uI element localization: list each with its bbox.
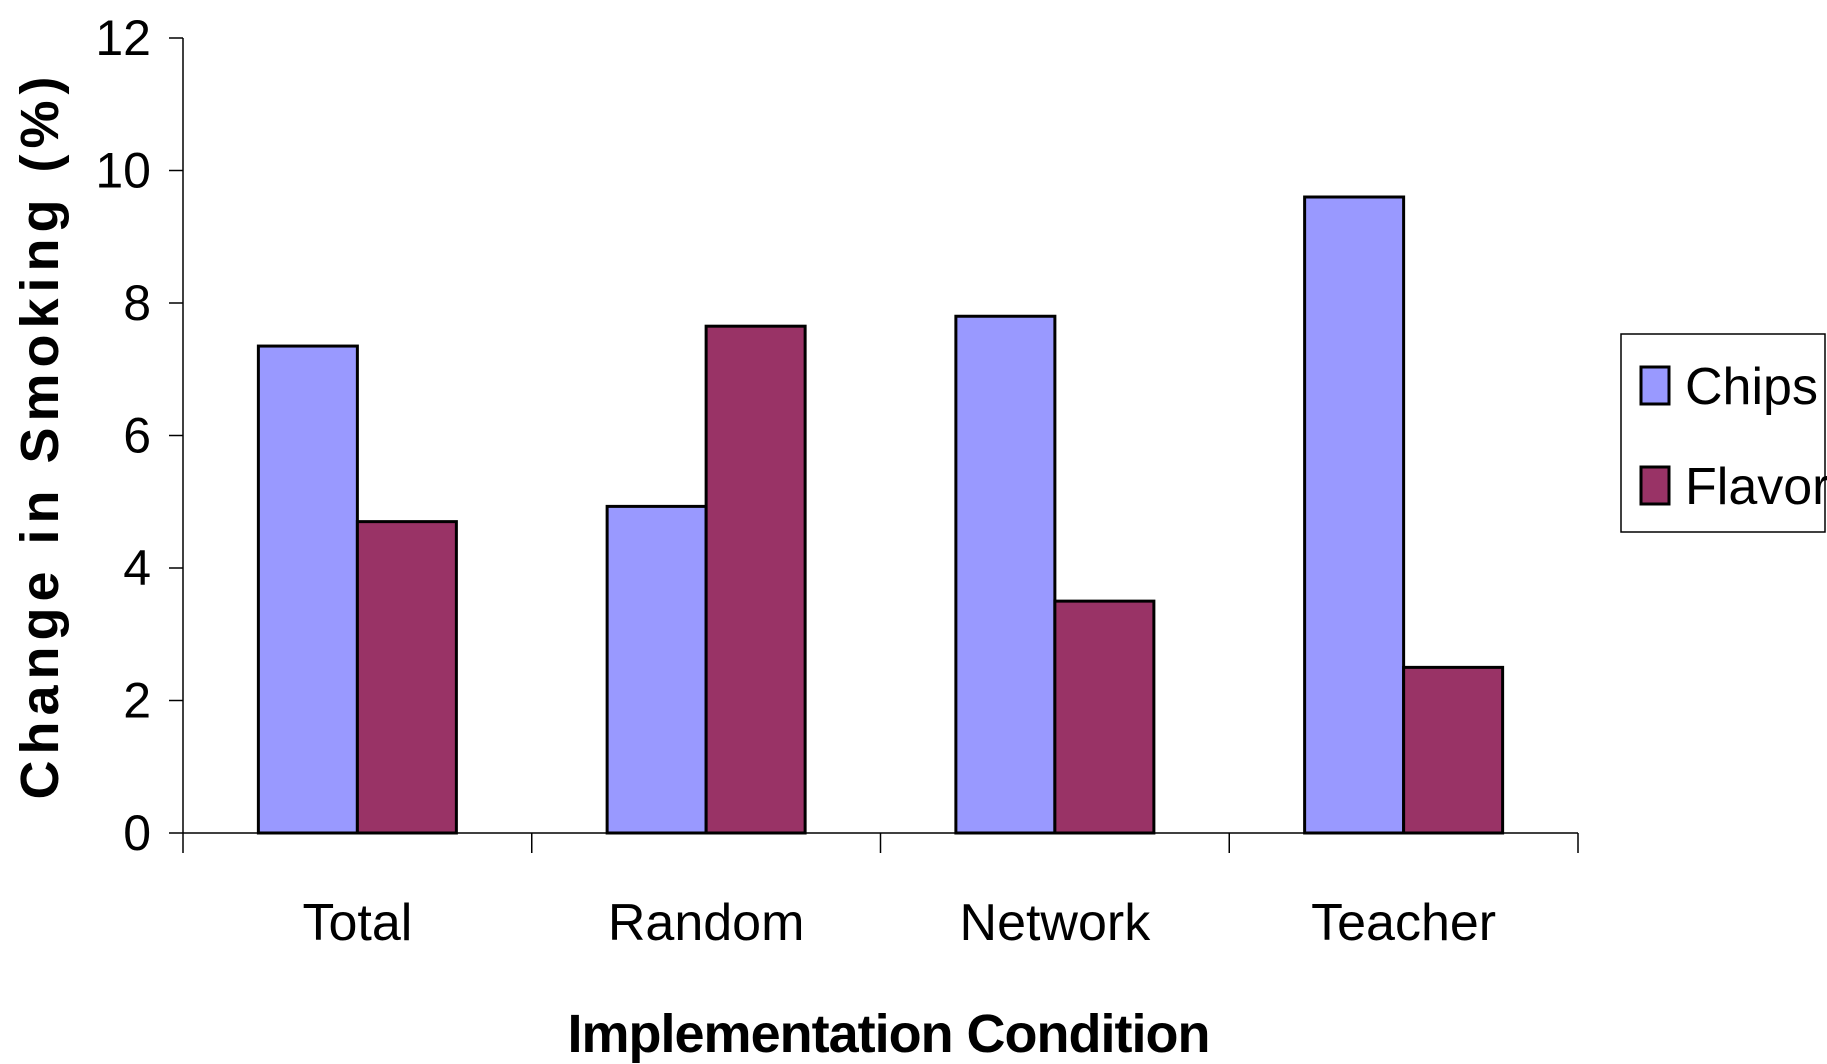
bar-chips-random — [605, 504, 708, 835]
y-tick-label: 10 — [95, 143, 151, 199]
chart-labels: 0 2 4 6 8 10 12 Total Random Network Teacher Implem… — [10, 10, 1496, 1064]
y-tick-label: 12 — [95, 10, 151, 66]
x-category-label: Random — [608, 894, 805, 952]
y-axis-title: Change in Smoking (%) — [10, 70, 70, 799]
bar-chips-teacher — [1303, 195, 1406, 835]
x-category-label: Network — [960, 894, 1152, 952]
x-axis-title: Implementation Condition — [568, 1004, 1210, 1064]
x-category-label: Total — [302, 894, 412, 952]
y-tick-label: 4 — [123, 540, 151, 596]
bar-chips-total — [256, 344, 359, 835]
legend-swatch-chips — [1639, 365, 1671, 406]
legend-label-flavor: Flavor — [1685, 458, 1827, 516]
y-tick-label: 2 — [123, 673, 151, 729]
bar-chips-network — [954, 314, 1057, 835]
chart-legend: Chips Flavor — [1620, 333, 1827, 533]
bar-flavor-network — [1053, 599, 1156, 835]
y-tick-label: 8 — [123, 275, 151, 331]
legend-swatch-flavor — [1639, 465, 1671, 506]
x-category-label: Teacher — [1311, 894, 1496, 952]
y-tick-label: 6 — [123, 408, 151, 464]
bar-flavor-teacher — [1402, 665, 1505, 835]
legend-label-chips: Chips — [1685, 358, 1818, 416]
y-tick-label: 0 — [123, 805, 151, 861]
bar-flavor-total — [355, 520, 458, 835]
bar-flavor-random — [704, 324, 807, 835]
chart-bars — [256, 195, 1505, 835]
